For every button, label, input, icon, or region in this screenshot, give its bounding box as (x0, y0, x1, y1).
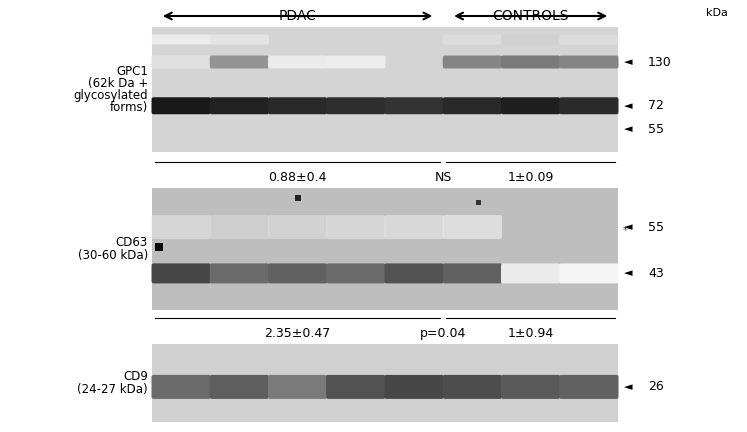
FancyBboxPatch shape (268, 375, 327, 399)
FancyBboxPatch shape (152, 375, 211, 399)
Text: CONTROLS: CONTROLS (492, 9, 569, 23)
Text: ◄: ◄ (624, 222, 633, 232)
Text: GPC1: GPC1 (116, 65, 148, 78)
Text: p=0.04: p=0.04 (420, 327, 466, 340)
FancyBboxPatch shape (210, 35, 269, 44)
FancyBboxPatch shape (501, 97, 560, 114)
FancyBboxPatch shape (443, 35, 502, 44)
Text: 130: 130 (648, 55, 672, 69)
FancyBboxPatch shape (385, 375, 444, 399)
Text: forms): forms) (110, 101, 148, 114)
Text: ◄: ◄ (624, 101, 633, 111)
Bar (294, 195, 300, 201)
FancyBboxPatch shape (210, 264, 269, 283)
Text: 72: 72 (648, 99, 664, 112)
FancyBboxPatch shape (385, 264, 444, 283)
FancyBboxPatch shape (560, 264, 619, 283)
Text: ◄: ◄ (624, 57, 633, 67)
FancyBboxPatch shape (152, 264, 211, 283)
FancyBboxPatch shape (560, 375, 619, 399)
FancyBboxPatch shape (152, 35, 211, 44)
Text: kDa: kDa (706, 8, 728, 18)
FancyBboxPatch shape (560, 97, 619, 114)
FancyBboxPatch shape (560, 55, 619, 69)
FancyBboxPatch shape (326, 97, 385, 114)
FancyBboxPatch shape (501, 55, 560, 69)
FancyBboxPatch shape (560, 35, 619, 44)
Text: PDAC: PDAC (279, 9, 317, 23)
FancyBboxPatch shape (268, 264, 327, 283)
Text: 55: 55 (648, 221, 664, 234)
FancyBboxPatch shape (385, 97, 444, 114)
Bar (152, 27, 618, 152)
Text: (24-27 kDa): (24-27 kDa) (78, 382, 148, 396)
Text: 1±0.09: 1±0.09 (507, 171, 554, 184)
FancyBboxPatch shape (152, 97, 211, 114)
FancyBboxPatch shape (501, 35, 560, 44)
FancyBboxPatch shape (268, 215, 327, 239)
Bar (152, 344, 618, 422)
Text: 26: 26 (648, 381, 664, 394)
Text: ◄: ◄ (624, 268, 633, 278)
FancyBboxPatch shape (210, 55, 269, 69)
FancyBboxPatch shape (210, 375, 269, 399)
FancyBboxPatch shape (152, 55, 211, 69)
FancyBboxPatch shape (385, 215, 444, 239)
FancyBboxPatch shape (268, 97, 327, 114)
Text: (62k Da +: (62k Da + (87, 77, 148, 90)
FancyBboxPatch shape (501, 375, 560, 399)
FancyBboxPatch shape (326, 215, 385, 239)
Bar (152, 188, 618, 310)
FancyBboxPatch shape (501, 264, 560, 283)
FancyBboxPatch shape (443, 215, 502, 239)
FancyBboxPatch shape (152, 215, 211, 239)
Text: 1±0.94: 1±0.94 (507, 327, 554, 340)
FancyBboxPatch shape (326, 375, 385, 399)
Text: ◄: ◄ (624, 382, 633, 392)
FancyBboxPatch shape (443, 55, 502, 69)
FancyBboxPatch shape (210, 215, 269, 239)
Text: 55: 55 (648, 123, 664, 136)
Text: 2.35±0.47: 2.35±0.47 (264, 327, 331, 340)
FancyBboxPatch shape (210, 97, 269, 114)
Text: NS: NS (435, 171, 452, 184)
FancyBboxPatch shape (326, 55, 385, 69)
FancyBboxPatch shape (443, 97, 502, 114)
FancyBboxPatch shape (443, 375, 502, 399)
Text: (30-60 kDa): (30-60 kDa) (78, 248, 148, 261)
FancyBboxPatch shape (326, 264, 385, 283)
Text: CD9: CD9 (123, 371, 148, 384)
Text: ◄: ◄ (624, 124, 633, 134)
Text: *: * (623, 226, 627, 236)
Text: 0.88±0.4: 0.88±0.4 (268, 171, 327, 184)
Text: glycosylated: glycosylated (73, 89, 148, 102)
Text: CD63: CD63 (116, 236, 148, 250)
Bar (476, 200, 481, 205)
Text: 43: 43 (648, 267, 664, 280)
Bar (155, 242, 163, 251)
FancyBboxPatch shape (268, 55, 327, 69)
FancyBboxPatch shape (443, 264, 502, 283)
